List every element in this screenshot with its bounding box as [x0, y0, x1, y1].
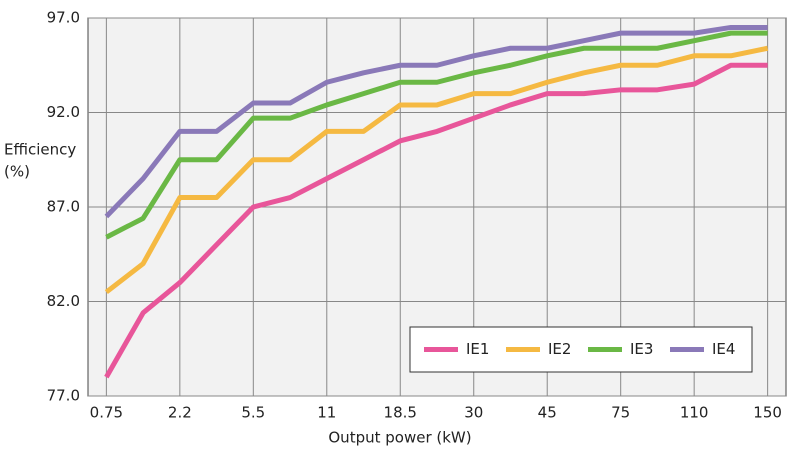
legend-label: IE3	[630, 340, 653, 358]
x-axis-label: Output power (kW)	[328, 429, 471, 447]
x-tick-label: 110	[680, 404, 709, 422]
x-tick-label: 150	[753, 404, 782, 422]
x-tick-label: 45	[538, 404, 557, 422]
legend-label: IE4	[712, 340, 735, 358]
y-tick-label: 92.0	[47, 103, 80, 121]
series-line	[104, 45, 769, 295]
legend-label: IE2	[548, 340, 571, 358]
x-tick-label: 75	[611, 404, 630, 422]
y-tick-label: 87.0	[47, 198, 80, 216]
x-tick-label: 2.2	[168, 404, 192, 422]
x-tick-label: 11	[317, 404, 336, 422]
y-axis-label: Efficiency	[4, 141, 76, 159]
y-axis-label: (%)	[4, 163, 30, 181]
x-tick-label: 5.5	[241, 404, 265, 422]
x-tick-label: 18.5	[384, 404, 417, 422]
y-tick-label: 97.0	[47, 9, 80, 27]
series-line	[104, 62, 768, 379]
series-line	[104, 24, 768, 219]
series-line	[105, 30, 768, 240]
x-tick-label: 30	[464, 404, 483, 422]
y-tick-label: 77.0	[47, 387, 80, 405]
x-tick-label: 0.75	[90, 404, 123, 422]
y-tick-label: 82.0	[47, 292, 80, 310]
legend-label: IE1	[466, 340, 489, 358]
